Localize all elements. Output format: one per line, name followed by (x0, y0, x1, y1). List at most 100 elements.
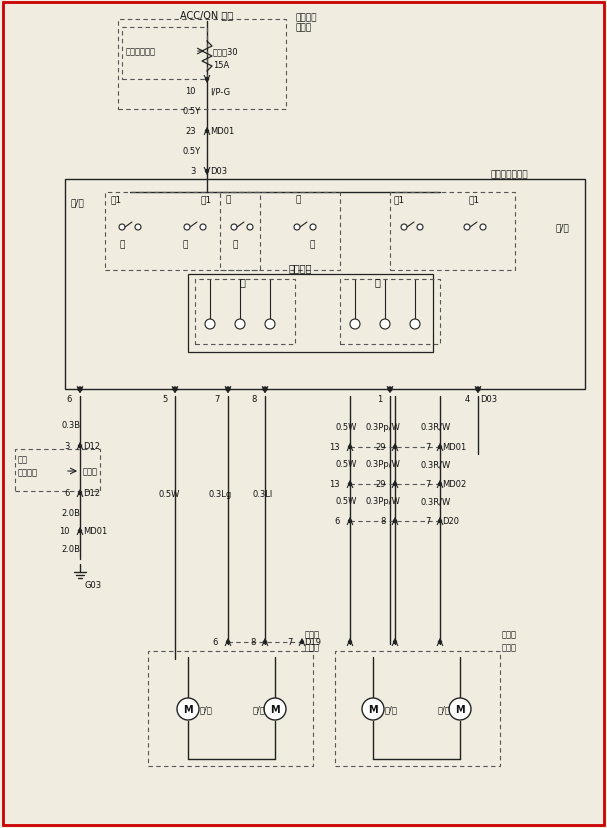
Bar (188, 275, 433, 353)
Text: 左/右: 左/右 (253, 705, 266, 714)
Text: 右: 右 (120, 240, 124, 249)
Circle shape (78, 530, 81, 533)
Text: D03: D03 (480, 395, 497, 404)
Circle shape (476, 388, 480, 392)
Circle shape (401, 224, 407, 231)
Text: 0.3Lg: 0.3Lg (208, 490, 231, 499)
Text: MD02: MD02 (442, 480, 466, 489)
Text: 1: 1 (377, 395, 382, 404)
Text: ACC/ON 电源: ACC/ON 电源 (180, 10, 234, 20)
Text: 降1: 降1 (110, 195, 121, 205)
Text: D03: D03 (210, 167, 227, 176)
Text: 0.3Ll: 0.3Ll (252, 490, 273, 499)
Text: D19: D19 (304, 638, 321, 647)
Text: 7: 7 (288, 638, 293, 647)
Text: 7: 7 (426, 443, 431, 452)
Circle shape (348, 483, 351, 486)
Circle shape (78, 388, 82, 392)
Circle shape (480, 224, 486, 231)
Text: 左: 左 (310, 240, 314, 249)
Text: 选择开关: 选择开关 (288, 262, 312, 272)
Text: 0.5W: 0.5W (335, 422, 356, 431)
Text: 5: 5 (163, 395, 168, 404)
Circle shape (393, 641, 396, 643)
Text: 15A: 15A (213, 61, 229, 70)
Text: D12: D12 (83, 489, 100, 498)
Circle shape (294, 224, 300, 231)
Text: 0.5Y: 0.5Y (182, 108, 200, 117)
Circle shape (264, 698, 286, 720)
Text: 3: 3 (191, 167, 196, 176)
Text: 6: 6 (334, 517, 340, 526)
Text: 接线盒: 接线盒 (295, 23, 311, 32)
Text: 7: 7 (215, 395, 220, 404)
Text: 升/降: 升/降 (385, 705, 398, 714)
Text: I/P-G: I/P-G (210, 88, 230, 96)
Text: 左电动: 左电动 (305, 630, 320, 638)
Text: 10: 10 (59, 527, 70, 536)
Text: 右1: 右1 (468, 195, 479, 205)
Circle shape (206, 130, 208, 133)
Bar (122, 28, 207, 80)
Circle shape (177, 698, 199, 720)
Text: 2.0B: 2.0B (61, 545, 80, 554)
Circle shape (362, 698, 384, 720)
Text: 0.5W: 0.5W (158, 490, 180, 499)
Text: 左: 左 (240, 277, 246, 286)
Circle shape (119, 224, 125, 231)
Text: 13: 13 (330, 480, 340, 489)
Circle shape (206, 171, 208, 173)
Bar (105, 193, 260, 271)
Text: 0.3B: 0.3B (61, 420, 80, 429)
Circle shape (438, 520, 441, 522)
Text: 左1: 左1 (393, 195, 404, 205)
Text: 29: 29 (376, 443, 386, 452)
Text: 0.5Y: 0.5Y (182, 147, 200, 156)
Circle shape (265, 320, 275, 330)
Circle shape (247, 224, 253, 231)
Circle shape (78, 492, 81, 495)
Circle shape (449, 698, 471, 720)
Text: 6: 6 (67, 395, 72, 404)
Text: 连接器: 连接器 (83, 467, 98, 476)
Circle shape (348, 446, 351, 449)
Text: 8: 8 (252, 395, 257, 404)
Circle shape (417, 224, 423, 231)
Circle shape (350, 320, 360, 330)
Text: 0.3R/W: 0.3R/W (420, 497, 450, 506)
Circle shape (393, 520, 396, 522)
Text: 8: 8 (381, 517, 386, 526)
Text: 8: 8 (251, 638, 256, 647)
Text: 升/降: 升/降 (70, 198, 84, 207)
Text: 参考电源分布: 参考电源分布 (126, 47, 156, 56)
Text: 升/降: 升/降 (200, 705, 213, 714)
Bar (148, 651, 313, 766)
Text: 2.0B: 2.0B (61, 508, 80, 517)
Text: G03: G03 (84, 580, 101, 589)
Circle shape (200, 224, 206, 231)
Text: 右: 右 (232, 240, 238, 249)
Circle shape (438, 641, 441, 643)
Bar (15, 450, 100, 491)
Circle shape (348, 641, 351, 643)
Text: 熔断丝30: 熔断丝30 (213, 47, 239, 56)
Circle shape (226, 388, 230, 392)
Text: MD01: MD01 (83, 527, 107, 536)
Text: 左/右: 左/右 (438, 705, 451, 714)
Text: 13: 13 (330, 443, 340, 452)
Text: 右/左: 右/左 (555, 224, 569, 232)
Text: 6: 6 (64, 489, 70, 498)
Circle shape (438, 446, 441, 449)
Circle shape (263, 641, 266, 643)
Circle shape (380, 320, 390, 330)
Text: 升1: 升1 (200, 195, 211, 205)
Text: MD01: MD01 (210, 128, 234, 137)
Text: 0.3R/W: 0.3R/W (420, 422, 450, 431)
Bar (220, 193, 340, 271)
Circle shape (205, 320, 215, 330)
Text: 7: 7 (426, 480, 431, 489)
Text: 后视镜: 后视镜 (502, 643, 517, 652)
Circle shape (310, 224, 316, 231)
Circle shape (226, 641, 229, 643)
Text: 0.5W: 0.5W (335, 460, 356, 469)
